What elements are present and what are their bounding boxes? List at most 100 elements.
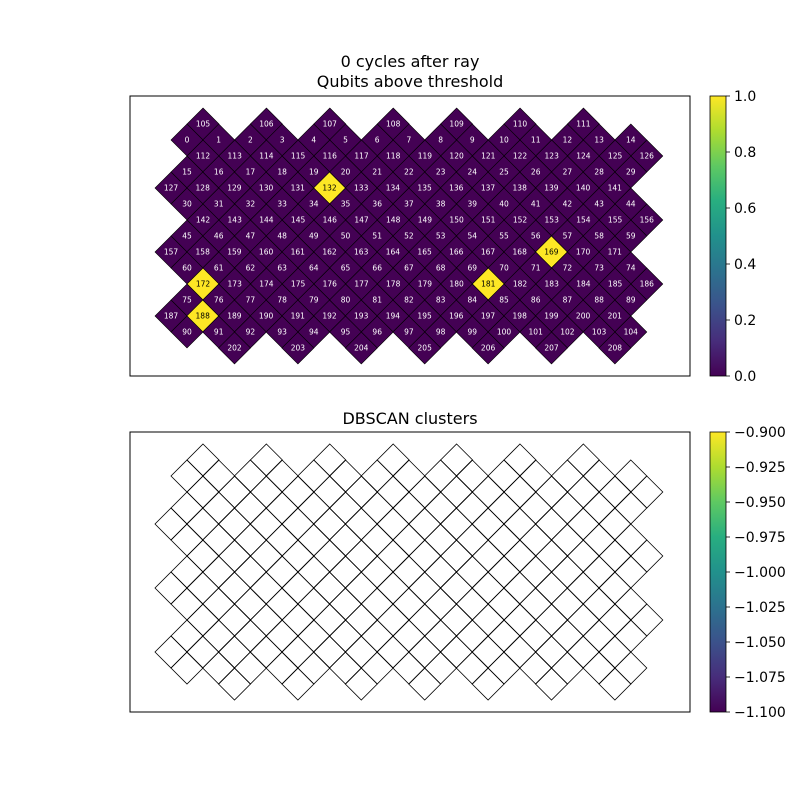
qubit-label: 45: [182, 232, 192, 241]
qubit-label: 135: [417, 184, 432, 193]
cluster-cell: [567, 444, 599, 476]
cluster-cell: [377, 508, 409, 540]
cluster-cell: [409, 476, 441, 508]
cluster-cell: [219, 668, 251, 700]
qubit-label: 186: [640, 280, 655, 289]
cluster-cell: [330, 588, 362, 620]
qubit-label: 151: [481, 216, 496, 225]
cluster-cell: [393, 556, 425, 588]
cluster-cell: [520, 652, 552, 684]
qubit-label: 70: [499, 264, 509, 273]
cluster-cell: [488, 620, 520, 652]
cluster-cell: [393, 460, 425, 492]
cluster-cell: [218, 636, 250, 668]
qubit-label: 81: [372, 296, 382, 305]
cluster-cell: [187, 572, 219, 604]
cluster-cell: [377, 604, 409, 636]
qubit-label: 175: [291, 280, 306, 289]
cluster-cell: [520, 620, 552, 652]
qubit-label: 110: [513, 120, 528, 129]
cluster-cell: [567, 540, 599, 572]
qubit-label: 188: [196, 312, 211, 321]
cluster-cell: [266, 492, 298, 524]
cluster-cell: [203, 492, 235, 524]
qubit-label: 23: [436, 168, 446, 177]
cluster-cell: [599, 572, 631, 604]
cluster-cell: [583, 524, 615, 556]
qubit-label: 128: [196, 184, 211, 193]
qubit-label: 131: [291, 184, 306, 193]
cluster-cell: [456, 556, 488, 588]
cluster-cell: [219, 604, 251, 636]
qubit-label: 94: [309, 328, 319, 337]
qubit-label: 123: [545, 152, 560, 161]
cluster-cell: [472, 508, 504, 540]
qubit-label: 132: [322, 184, 337, 193]
qubit-label: 25: [499, 168, 509, 177]
cluster-cell: [425, 588, 457, 620]
qubit-label: 68: [436, 264, 446, 273]
qubit-label: 107: [323, 120, 338, 129]
qubit-label: 139: [544, 184, 559, 193]
qubit-label: 144: [259, 216, 274, 225]
cluster-cell: [520, 460, 552, 492]
qubit-label: 116: [323, 152, 338, 161]
cluster-cell: [599, 604, 631, 636]
qubit-label: 6: [375, 136, 380, 145]
cluster-cell: [488, 460, 520, 492]
cluster-cell: [346, 540, 378, 572]
qubit-label: 161: [291, 248, 306, 257]
qubit-label: 99: [468, 328, 478, 337]
colorbar-bottom-ticks: −0.900 −0.925 −0.950 −0.975 −1.000 −1.025 −1.0…: [726, 425, 786, 721]
qubit-label: 197: [481, 312, 496, 321]
qubit-lattice-clusters: [155, 444, 663, 700]
cluster-cell: [393, 588, 425, 620]
qubit-label: 80: [341, 296, 351, 305]
qubit-label: 152: [513, 216, 528, 225]
cluster-cell: [599, 540, 631, 572]
cluster-cell: [187, 508, 219, 540]
cluster-cell: [361, 556, 393, 588]
cluster-cell: [551, 620, 583, 652]
colorbar-tick-label: −0.900: [734, 425, 786, 441]
colorbar-tick-label: −0.925: [734, 460, 786, 476]
qubit-label: 180: [449, 280, 464, 289]
cluster-cell: [536, 540, 568, 572]
cluster-cell: [615, 588, 647, 620]
cluster-cell: [361, 588, 393, 620]
cluster-cell: [171, 620, 203, 652]
qubit-label: 74: [626, 264, 636, 273]
cluster-cell: [440, 508, 472, 540]
cluster-cell: [551, 652, 583, 684]
qubit-label: 0: [185, 136, 190, 145]
cluster-cell: [504, 540, 536, 572]
qubit-label: 136: [449, 184, 464, 193]
qubit-label: 58: [594, 232, 604, 241]
qubit-label: 100: [497, 328, 512, 337]
qubit-label: 205: [418, 344, 433, 353]
cluster-cell: [599, 476, 631, 508]
cluster-cell: [234, 492, 266, 524]
qubit-label: 154: [576, 216, 591, 225]
cluster-cell: [187, 540, 219, 572]
cluster-cell: [536, 476, 568, 508]
qubit-label: 200: [576, 312, 591, 321]
cluster-cell: [155, 636, 187, 668]
cluster-cell: [567, 636, 599, 668]
qubit-label: 26: [531, 168, 541, 177]
cluster-cell: [520, 524, 552, 556]
cluster-cell: [409, 540, 441, 572]
qubit-label: 3: [280, 136, 285, 145]
chart-title-line-1: 0 cycles after ray: [341, 52, 480, 71]
cluster-cell: [187, 476, 219, 508]
cluster-cell: [361, 524, 393, 556]
cluster-cell: [535, 636, 567, 668]
cluster-cell: [615, 620, 647, 652]
qubit-label: 102: [560, 328, 575, 337]
cluster-cell: [425, 620, 457, 652]
cluster-cell: [219, 476, 251, 508]
cluster-cell: [266, 556, 298, 588]
cluster-cell: [298, 588, 330, 620]
qubit-label: 146: [323, 216, 338, 225]
cluster-cell: [345, 636, 377, 668]
